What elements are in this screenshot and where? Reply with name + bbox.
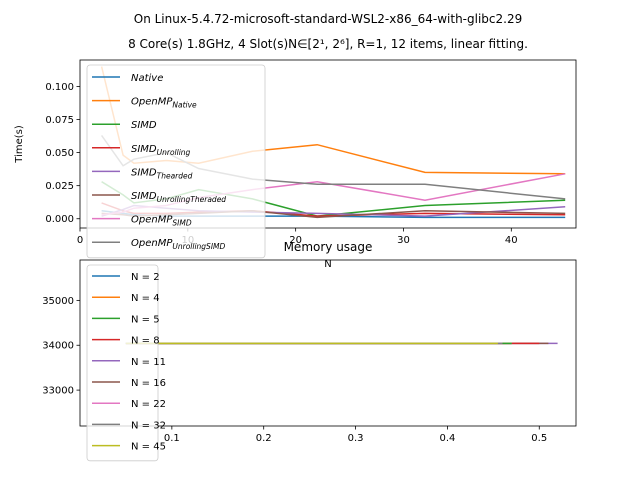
legend-box [86, 64, 266, 259]
legend-entry: N = 5 [131, 314, 160, 325]
legend-entry: OpenMPNative [131, 97, 197, 110]
time-chart-legend: Native OpenMPNative SIMD SIMDUnrolling SIMDT… [86, 64, 266, 259]
memory-chart-title: Memory usage [284, 240, 373, 254]
legend-entry: N = 22 [131, 399, 166, 410]
legend-entry: OpenMPSIMD [131, 215, 192, 228]
legend-box [86, 264, 159, 462]
figure-title-line2: 8 Core(s) 1.8GHz, 4 Slot(s)N∈[2¹, 2⁶], R… [128, 37, 528, 51]
legend-entry: OpenMPUnrollingSIMD [131, 238, 225, 251]
y-tick-label: 34000 [42, 341, 74, 352]
y-tick-label: 33000 [42, 386, 74, 397]
legend-entry: SIMD [131, 120, 157, 131]
x-tick-label: 30 [397, 235, 410, 246]
x-tick-label: 20 [289, 235, 302, 246]
time-chart-frame [79, 59, 577, 229]
memory-chart-ticks: 0.1 0.2 0.3 0.4 0.5 33000 34000 35000 [42, 296, 547, 444]
legend-entry: N = 32 [131, 420, 166, 431]
x-tick-label: 0.3 [348, 433, 364, 444]
x-tick-label: 0 [77, 235, 83, 246]
legend-entry: SIMDUnrolling [131, 144, 191, 157]
memory-chart-legend: N = 2 N = 4 N = 5 N = 8 N = 11 N = 16 N = 22 N … [86, 264, 166, 462]
x-tick-label: 40 [505, 235, 518, 246]
legend-entry: N = 2 [131, 272, 160, 283]
time-chart-ylabel: Time(s) [14, 125, 25, 164]
legend-entry: N = 45 [131, 442, 166, 453]
x-tick-label: 0.4 [439, 433, 455, 444]
legend-entry: SIMDUnrollingTheraded [131, 191, 226, 204]
x-tick-label: 0.2 [256, 433, 272, 444]
figure-title-line1: On Linux-5.4.72-microsoft-standard-WSL2-… [134, 12, 522, 26]
legend-entry: N = 11 [131, 357, 166, 368]
time-chart-xlabel: N [324, 259, 331, 270]
memory-chart: Memory usage 0.1 0.2 0.3 0.4 0.5 33000 34000 35… [42, 240, 577, 444]
y-tick-label: 0.000 [45, 214, 74, 225]
legend-entry: SIMDThearded [131, 167, 193, 180]
y-tick-label: 0.025 [45, 181, 74, 192]
legend-entry: N = 8 [131, 336, 160, 347]
legend-entry: N = 4 [131, 293, 160, 304]
legend-entry: N = 16 [131, 378, 166, 389]
y-tick-label: 0.075 [45, 115, 74, 126]
x-tick-label: 0.5 [531, 433, 547, 444]
legend-entry: Native [131, 73, 163, 84]
y-tick-label: 35000 [42, 296, 74, 307]
y-tick-label: 0.100 [45, 82, 74, 93]
x-tick-label: 0.1 [164, 433, 180, 444]
y-tick-label: 0.050 [45, 148, 74, 159]
memory-chart-frame [79, 259, 577, 427]
